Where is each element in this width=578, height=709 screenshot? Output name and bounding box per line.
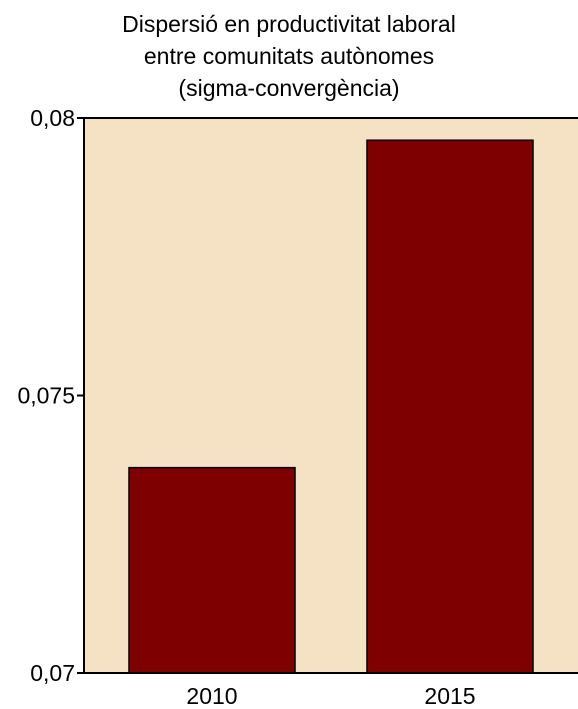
- chart-title-line-3: (sigma-convergència): [178, 75, 399, 101]
- bar-2010: [128, 466, 296, 674]
- y-tick-label: 0,075: [17, 383, 75, 409]
- chart-title-line-1: Dispersió en productivitat laboral: [122, 11, 456, 37]
- chart-title-line-2: entre comunitats autònomes: [144, 43, 434, 69]
- y-tick-label: 0,07: [30, 660, 75, 686]
- y-tick-label: 0,08: [30, 105, 75, 131]
- bar-2015: [366, 139, 534, 674]
- axis-layer: 0,07 0,075 0,08 2010 2015: [17, 105, 578, 709]
- x-category-label: 2015: [424, 683, 475, 709]
- bars-layer: [128, 139, 534, 674]
- x-category-label: 2010: [186, 683, 237, 709]
